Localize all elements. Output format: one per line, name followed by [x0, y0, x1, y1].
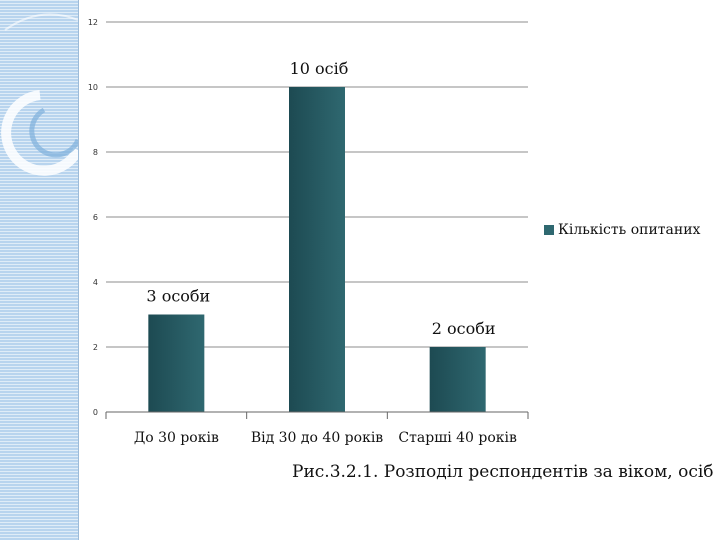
- y-tick-label: 10: [88, 83, 98, 92]
- bar: [148, 314, 205, 412]
- y-tick-label: 4: [93, 278, 98, 287]
- y-tick-label: 2: [93, 343, 98, 352]
- y-tick-label: 6: [93, 213, 98, 222]
- x-axis: До 30 років Від 30 до 40 років Старші 40 р…: [105, 411, 529, 446]
- decorative-swirl-icon: [1, 13, 78, 176]
- y-tick-label: 0: [93, 408, 98, 417]
- data-label: 2 особи: [432, 319, 496, 338]
- bars: [148, 87, 486, 412]
- y-tick-label: 12: [88, 18, 98, 27]
- legend-swatch: [544, 225, 554, 235]
- y-axis-ticks: 0 2 4 6 8 10 12: [88, 18, 98, 417]
- x-tick-label: До 30 років: [134, 430, 219, 446]
- data-label: 3 особи: [146, 287, 210, 306]
- data-labels: 3 особи 10 осіб 2 особи: [146, 59, 495, 338]
- x-tick-label: Старші 40 років: [398, 430, 517, 446]
- bar: [289, 87, 345, 412]
- data-label: 10 осіб: [290, 59, 349, 78]
- legend: Кількість опитаних: [544, 222, 700, 238]
- decorative-side-strip: [0, 0, 79, 540]
- figure-caption: Рис.3.2.1. Розподіл респондентів за віко…: [292, 462, 714, 482]
- x-tick-label: Від 30 до 40 років: [251, 430, 383, 446]
- bar: [429, 347, 486, 412]
- y-tick-label: 8: [93, 148, 98, 157]
- legend-label: Кількість опитаних: [558, 222, 701, 238]
